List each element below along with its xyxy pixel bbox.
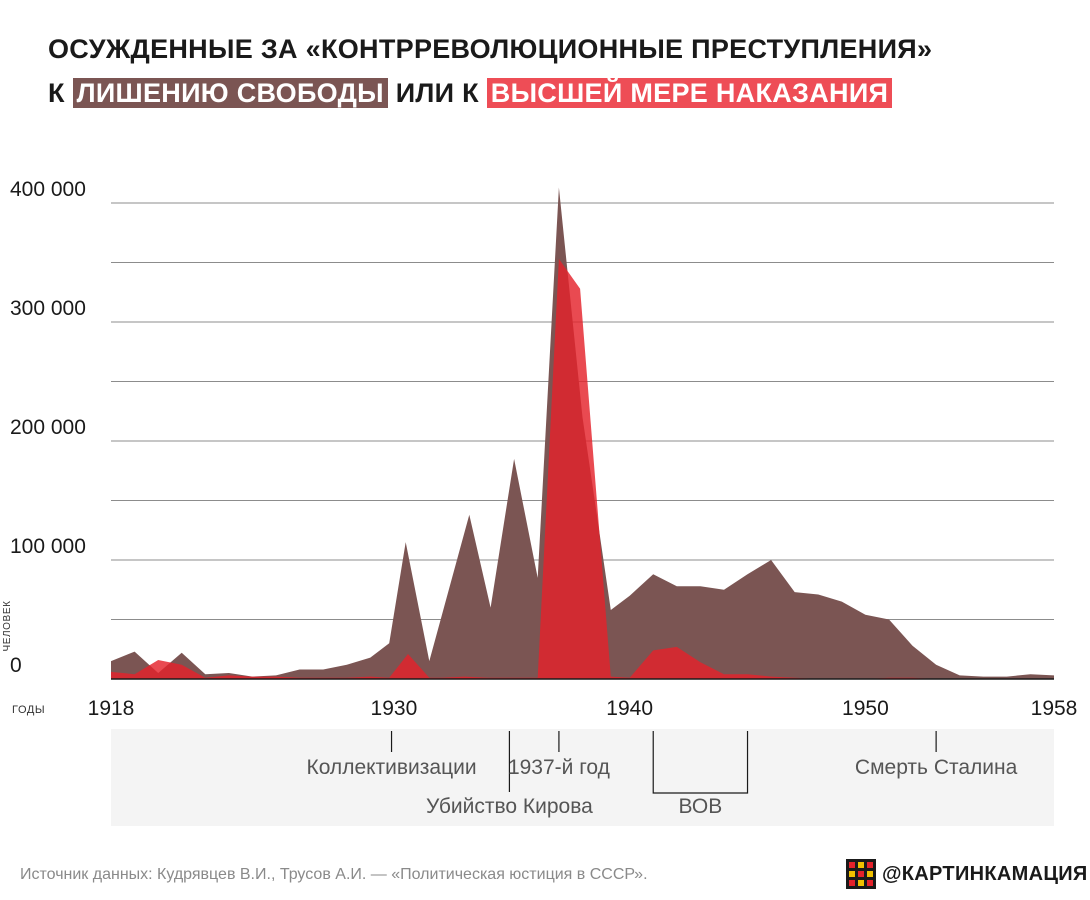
y-tick-label: 0 [10, 654, 22, 677]
event-label: Убийство Кирова [426, 795, 593, 818]
event-annotations: Коллективизации Убийство Кирова 1937-й год… [306, 731, 1018, 818]
x-tick-labels: 1918 1930 1940 1950 1958 [88, 697, 1078, 720]
x-tick-label: 1958 [1031, 697, 1078, 720]
series-area-death [111, 258, 1054, 679]
events-panel [111, 729, 1054, 826]
y-tick-labels: 0 100 000 200 000 300 000 400 000 [10, 178, 86, 677]
brand: @КАРТИНКАМАЦИЯ [846, 858, 1088, 890]
y-tick-label: 200 000 [10, 416, 86, 439]
title-middle: ИЛИ К [395, 78, 479, 108]
y-tick-label: 400 000 [10, 178, 86, 201]
event-label: 1937-й год [508, 756, 610, 779]
x-tick-label: 1940 [606, 697, 653, 720]
legend-death-highlight: ВЫСШЕЙ МЕРЕ НАКАЗАНИЯ [486, 78, 893, 108]
event-label: Коллективизации [306, 756, 476, 779]
event-label: Смерть Сталина [855, 756, 1018, 779]
event-label: ВОВ [679, 795, 723, 818]
brand-logo-icon [846, 859, 876, 889]
series-areas [111, 187, 1054, 679]
chart-title-line-2: К ЛИШЕНИЮ СВОБОДЫ ИЛИ К ВЫСШЕЙ МЕРЕ НАКА… [48, 78, 893, 109]
title-line-1-text: ОСУЖДЕННЫЕ ЗА «КОНТРРЕВОЛЮЦИОННЫЕ ПРЕСТУ… [48, 34, 933, 64]
x-tick-label: 1930 [371, 697, 418, 720]
event-bracket [652, 731, 749, 794]
data-source-note: Источник данных: Кудрявцев В.И., Трусов … [20, 866, 648, 883]
y-tick-label: 100 000 [10, 535, 86, 558]
x-tick-label: 1918 [88, 697, 135, 720]
chart-title-line-1: ОСУЖДЕННЫЕ ЗА «КОНТРРЕВОЛЮЦИОННЫЕ ПРЕСТУ… [48, 34, 932, 65]
x-tick-label: 1950 [842, 697, 889, 720]
y-tick-label: 300 000 [10, 297, 86, 320]
brand-name: @КАРТИНКАМАЦИЯ [882, 862, 1088, 885]
title-prefix: К [48, 78, 65, 108]
x-axis-label: ГОДЫ [12, 704, 45, 716]
y-axis-label: ЧЕЛОВЕК [2, 600, 13, 651]
legend-prison-highlight: ЛИШЕНИЮ СВОБОДЫ [72, 78, 388, 108]
